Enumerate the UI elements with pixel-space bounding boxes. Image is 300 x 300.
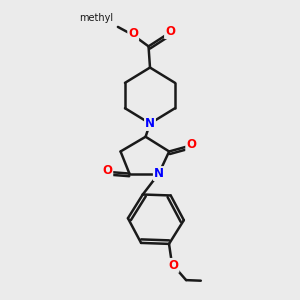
Text: N: N	[154, 167, 164, 180]
Text: O: O	[168, 259, 178, 272]
Text: O: O	[165, 25, 175, 38]
Text: O: O	[102, 164, 112, 177]
Text: N: N	[145, 117, 155, 130]
Text: O: O	[186, 138, 196, 151]
Text: methyl: methyl	[80, 14, 113, 23]
Text: O: O	[128, 27, 138, 40]
